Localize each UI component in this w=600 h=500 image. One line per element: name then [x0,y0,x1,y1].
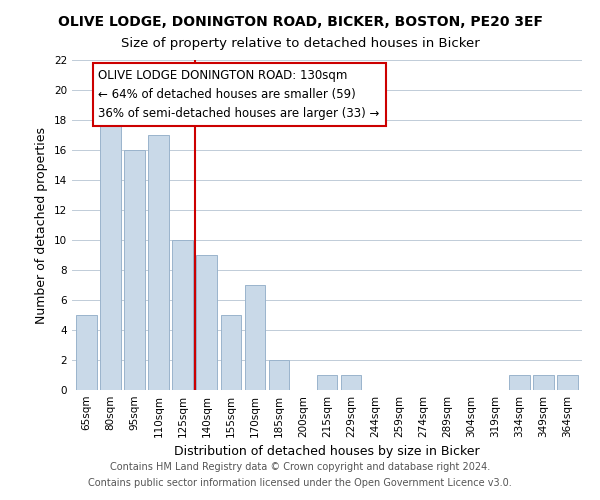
Bar [509,375,530,390]
Text: Contains HM Land Registry data © Crown copyright and database right 2024.: Contains HM Land Registry data © Crown c… [110,462,490,472]
Bar [533,375,554,390]
Bar [100,120,121,390]
Bar [148,135,169,390]
Bar [221,315,241,390]
Bar [124,150,145,390]
Bar [196,255,217,390]
Bar [269,360,289,390]
Text: OLIVE LODGE DONINGTON ROAD: 130sqm
← 64% of detached houses are smaller (59)
36%: OLIVE LODGE DONINGTON ROAD: 130sqm ← 64%… [98,69,380,120]
Bar [317,375,337,390]
Y-axis label: Number of detached properties: Number of detached properties [35,126,49,324]
Bar [341,375,361,390]
X-axis label: Distribution of detached houses by size in Bicker: Distribution of detached houses by size … [174,446,480,458]
Text: Contains public sector information licensed under the Open Government Licence v3: Contains public sector information licen… [88,478,512,488]
Bar [557,375,578,390]
Text: OLIVE LODGE, DONINGTON ROAD, BICKER, BOSTON, PE20 3EF: OLIVE LODGE, DONINGTON ROAD, BICKER, BOS… [58,15,542,29]
Bar [172,240,193,390]
Text: Size of property relative to detached houses in Bicker: Size of property relative to detached ho… [121,38,479,51]
Bar [245,285,265,390]
Bar [76,315,97,390]
